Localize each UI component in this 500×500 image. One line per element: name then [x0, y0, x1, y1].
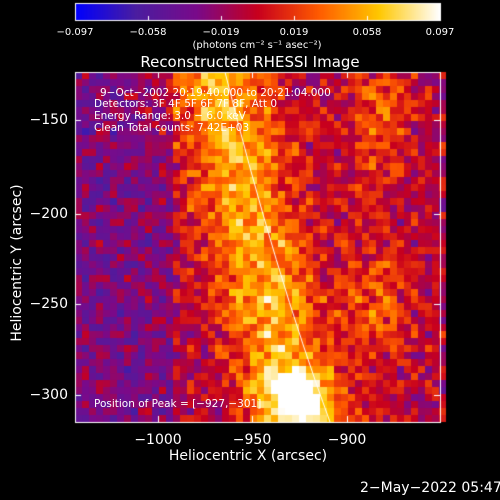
observation-time: 9−Oct−2002 20:19:40.000 to 20:21:04.000	[100, 87, 331, 99]
x-tick-label: −1000	[134, 432, 182, 448]
detectors-info: Detectors: 3F 4F 5F 6F 7F 8F, Att 0	[94, 98, 278, 110]
colorbar-tick: 0.019	[279, 27, 309, 38]
x-tick-label: −900	[327, 432, 367, 448]
y-tick-label: −250	[29, 296, 68, 312]
x-axis-label: Heliocentric X (arcsec)	[168, 448, 328, 464]
y-tick-label: −150	[29, 112, 68, 128]
footer-timestamp: 2−May−2022 05:47	[360, 480, 500, 496]
colorbar-tick: 0.058	[352, 27, 382, 38]
y-axis-label: Heliocentric Y (arcsec)	[9, 184, 25, 342]
y-tick-label: −300	[29, 387, 68, 403]
colorbar-unit: (photons cm⁻² s⁻¹ asec⁻²)	[192, 40, 322, 51]
method-counts: Clean Total counts: 7.42E+03	[94, 122, 250, 134]
colorbar-tick: −0.058	[129, 27, 167, 38]
colorbar-tick: −0.097	[56, 27, 94, 38]
peak-position: Position of Peak = [−927,−301]	[94, 398, 262, 410]
colorbar-tick: 0.097	[425, 27, 455, 38]
plot-title: Reconstructed RHESSI Image	[140, 53, 360, 71]
colorbar-tick: −0.019	[202, 27, 240, 38]
y-tick-label: −200	[29, 206, 68, 222]
energy-range: Energy Range: 3.0 − 6.0 keV	[94, 110, 246, 122]
x-tick-label: −950	[232, 432, 272, 448]
